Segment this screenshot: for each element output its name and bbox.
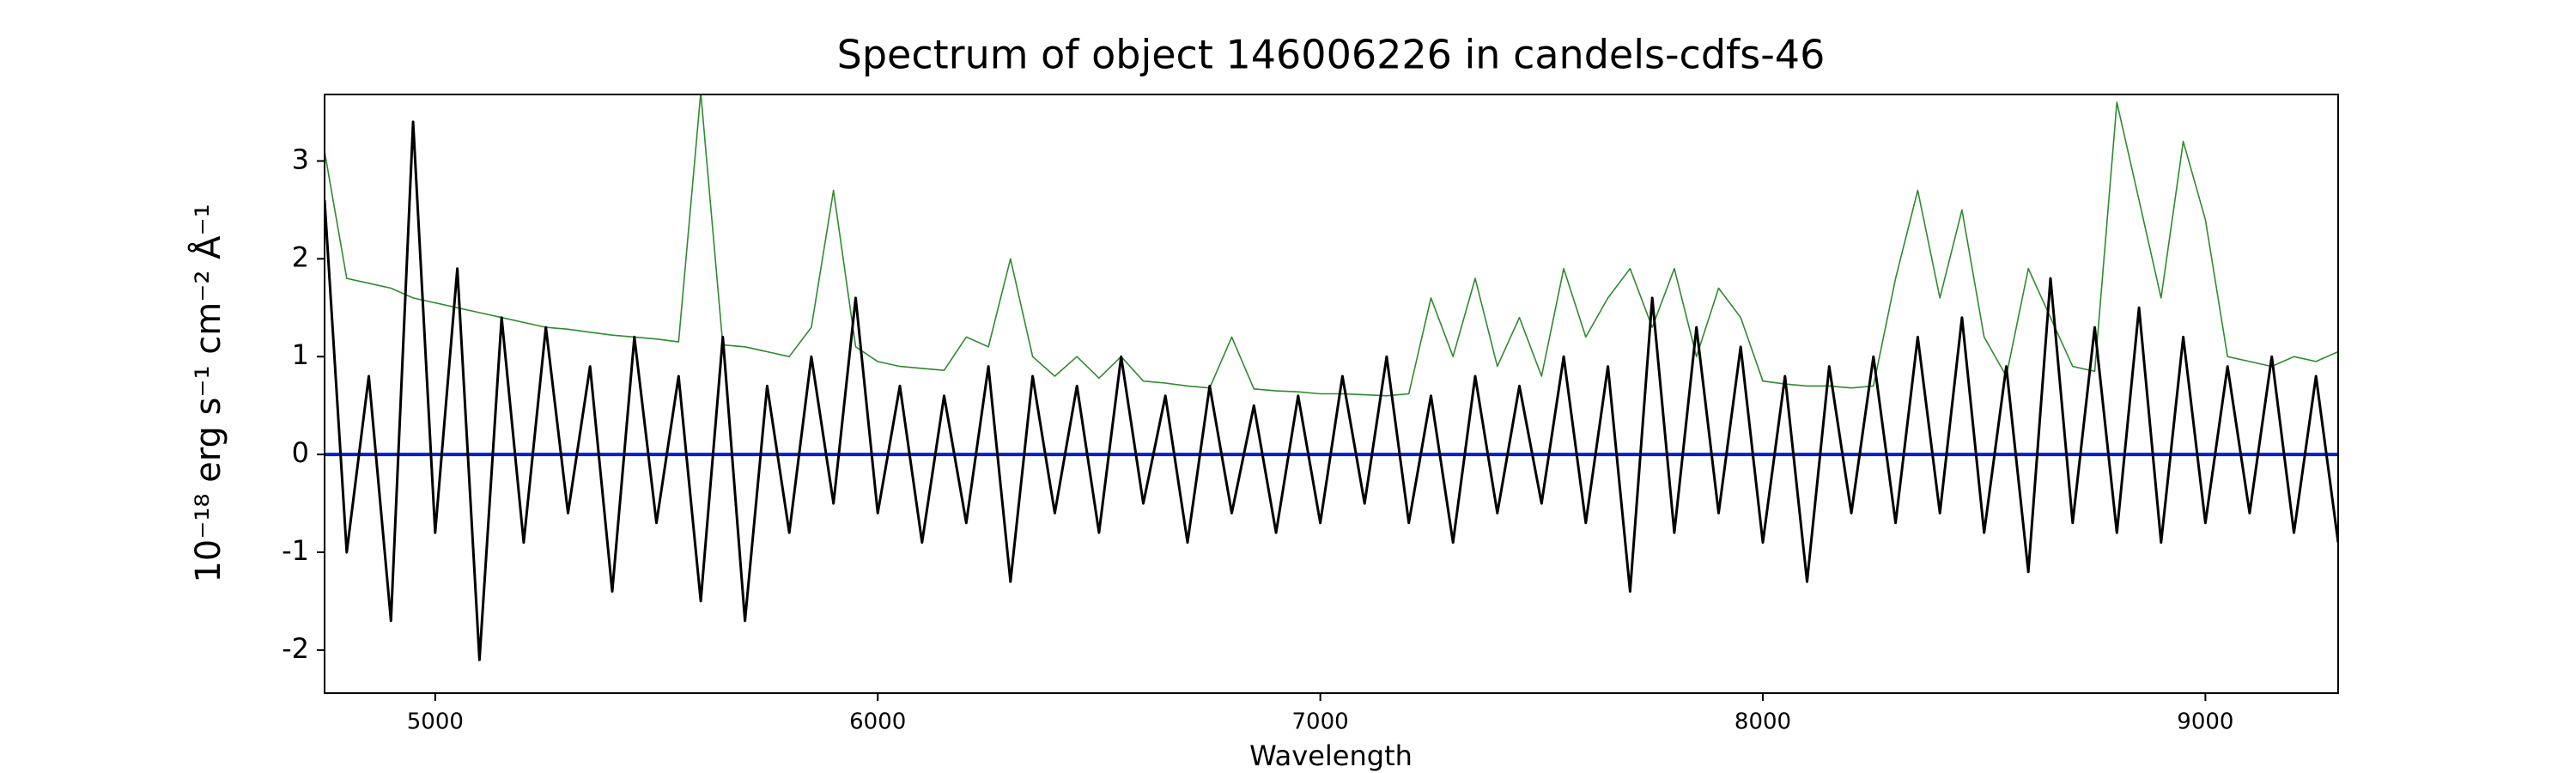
x-tick-label: 5000 xyxy=(407,709,464,735)
x-tick-label: 9000 xyxy=(2177,709,2233,735)
y-axis-label: 10⁻¹⁸ erg s⁻¹ cm⁻² Å⁻¹ xyxy=(187,204,228,582)
x-tick-label: 6000 xyxy=(849,709,906,735)
x-axis-label: Wavelength xyxy=(1249,740,1413,772)
spectrum-line xyxy=(325,94,2338,397)
y-tick-label: 3 xyxy=(292,143,309,175)
chart-title: Spectrum of object 146006226 in candels-… xyxy=(837,32,1826,78)
plot-frame xyxy=(324,94,2339,694)
y-tick-label: 2 xyxy=(292,240,309,273)
y-tick-label: 0 xyxy=(292,436,309,469)
x-tick-label: 7000 xyxy=(1292,709,1349,735)
y-tick-label: -1 xyxy=(282,534,309,567)
spectrum-line xyxy=(325,120,2338,661)
y-tick-label: 1 xyxy=(292,338,309,371)
x-tick-label: 8000 xyxy=(1735,709,1791,735)
y-tick-label: -2 xyxy=(282,632,309,665)
